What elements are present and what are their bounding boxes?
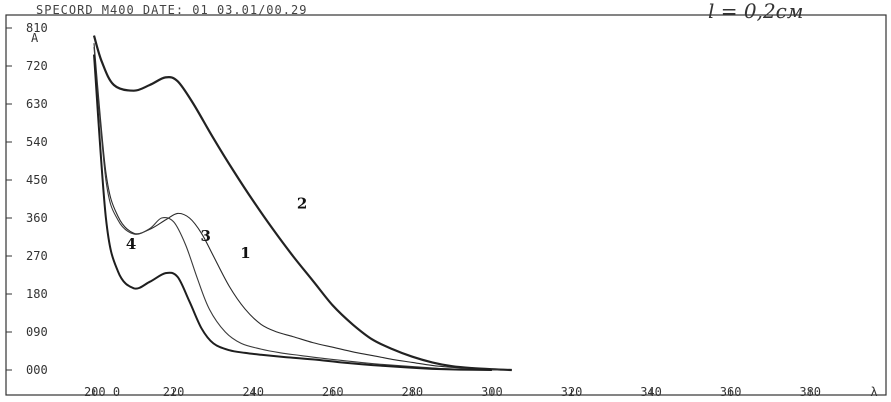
series-line-3 [93, 46, 500, 371]
series-line-2 [92, 35, 512, 372]
series-line-4 [93, 54, 492, 371]
y-tick-label: 000 [26, 363, 48, 377]
x-axis-label: λ [870, 385, 877, 399]
y-tick-label: 720 [26, 59, 48, 73]
y-tick-label: 360 [26, 211, 48, 225]
y-tick-label: 180 [26, 287, 48, 301]
series-layer [92, 35, 512, 372]
y-tick-label: 810 [26, 21, 48, 35]
x-axis: 200 0 220 240 260 280 300 320 340 360 380 λ [84, 385, 878, 399]
series-label-4: 4 [126, 235, 136, 253]
y-tick-label: 630 [26, 97, 48, 111]
path-length-annotation: l = 0,2см [708, 0, 803, 23]
plot-frame [5, 14, 887, 396]
series-label-1: 1 [240, 244, 250, 262]
y-tick-label: 270 [26, 249, 48, 263]
y-tick-label: 090 [26, 325, 48, 339]
instrument-date-header: SPECORD M400 DATE: 01 03.01/00.29 [36, 3, 307, 17]
y-axis-label: A [31, 31, 39, 45]
y-tick-label: 450 [26, 173, 48, 187]
series-label-3: 3 [200, 227, 210, 245]
y-tick-label: 540 [26, 135, 48, 149]
series-labels: 1 2 3 4 [126, 195, 308, 262]
series-label-2: 2 [297, 195, 307, 213]
x-tick-label: 200 0 [84, 385, 120, 399]
